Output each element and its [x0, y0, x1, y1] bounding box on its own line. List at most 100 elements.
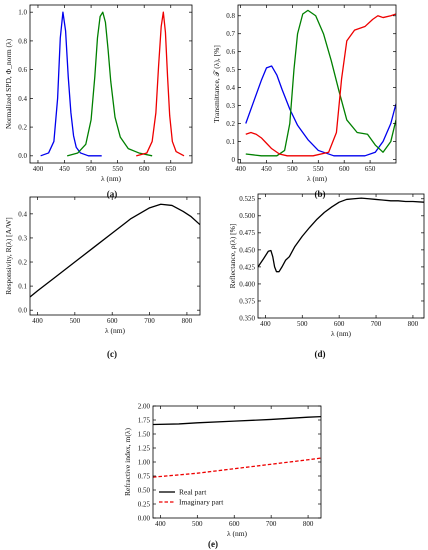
x-tick-label: 450	[261, 165, 272, 173]
y-tick-label: 0.2	[18, 123, 27, 131]
x-tick-label: 500	[192, 520, 203, 528]
panel-label-a: (a)	[107, 189, 118, 199]
x-tick-label: 600	[139, 165, 150, 173]
series-line-a-0	[40, 11, 102, 157]
panel-label-d: (d)	[315, 349, 326, 359]
x-tick-label: 400	[260, 320, 271, 328]
series-line-a-2	[136, 11, 185, 157]
x-tick-label: 700	[144, 317, 155, 325]
chart-panel-c: 400 500 600 700 800 0.0 0.1 0.2 0.3 0.4 λ (nm) Resp…	[4, 196, 201, 359]
y-tick-label: 1.0	[18, 9, 27, 17]
series-line-a-1	[67, 11, 153, 157]
x-tick-label: 650	[365, 165, 376, 173]
x-tick-label: 500	[287, 165, 298, 173]
y-axis-label: Transmittance, 𝒯 (λ), [%]	[212, 45, 221, 123]
y-tick-label: 0.8	[226, 12, 235, 20]
panel-label-e: (e)	[208, 539, 218, 549]
y-tick-label: 0.4	[226, 84, 235, 92]
plot-frame-d	[257, 193, 425, 319]
x-tick-label: 600	[107, 317, 118, 325]
y-axis-label: Reflectance, ρ(λ) [%]	[228, 224, 237, 289]
y-tick-label: 0.0	[18, 152, 27, 160]
series-line-c-0	[30, 203, 200, 298]
x-tick-label: 500	[297, 320, 308, 328]
y-tick-label: 0.525	[239, 195, 255, 203]
x-tick-label: 600	[229, 520, 240, 528]
x-axis-label: λ (nm)	[307, 174, 328, 183]
x-tick-label: 600	[339, 165, 350, 173]
x-tick-label: 800	[303, 520, 314, 528]
panel-label-c: (c)	[107, 349, 117, 359]
x-tick-label: 400	[33, 165, 44, 173]
y-tick-label: 0.00	[138, 514, 151, 522]
y-tick-label: 0.3	[18, 234, 27, 242]
y-tick-label: 0.75	[138, 472, 151, 480]
y-tick-label: 1.25	[138, 444, 151, 452]
legend-label: Real part	[179, 488, 207, 497]
y-tick-label: 0.7	[226, 30, 235, 38]
x-tick-label: 700	[266, 520, 277, 528]
y-tick-label: 0.6	[18, 66, 27, 74]
y-tick-label: 0.475	[239, 229, 255, 237]
y-axis-label: Normalized SPD, Φ_norm (λ)	[4, 38, 13, 129]
x-tick-label: 400	[155, 520, 166, 528]
x-tick-label: 400	[32, 317, 43, 325]
y-tick-label: 0.2	[18, 258, 27, 266]
x-axis-label: λ (nm)	[101, 174, 122, 183]
x-tick-label: 400	[235, 165, 246, 173]
y-tick-label: 0.400	[239, 280, 255, 288]
x-axis-label: λ (nm)	[105, 326, 126, 335]
y-tick-label: 1.75	[138, 416, 151, 424]
y-tick-label: 0.4	[18, 210, 27, 218]
y-tick-label: 1.00	[138, 458, 151, 466]
y-tick-label: 0.50	[138, 486, 151, 494]
series-line-e-1	[153, 457, 321, 478]
series-line-b-0	[245, 65, 396, 157]
y-tick-label: 0.8	[18, 37, 27, 45]
legend-label: Imaginary part	[179, 498, 224, 507]
y-tick-label: 0.1	[226, 138, 235, 146]
series-line-b-2	[245, 13, 396, 157]
y-axis-label: Refractive index, m(λ)	[123, 428, 132, 496]
y-tick-label: 0.1	[18, 283, 27, 291]
series-line-d-0	[258, 197, 424, 273]
y-tick-label: 0.6	[226, 48, 235, 56]
y-tick-label: 0.500	[239, 212, 255, 220]
series-line-b-1	[245, 9, 396, 157]
x-tick-label: 450	[59, 165, 70, 173]
chart-panel-b: 400 450 500 550 600 650 0 0.1 0.2 0.3 0.4 0.5 0.6 0.7…	[212, 4, 397, 199]
y-tick-label: 1.50	[138, 430, 151, 438]
y-tick-label: 0.25	[138, 500, 151, 508]
x-axis-label: λ (nm)	[227, 529, 248, 538]
series-line-e-0	[153, 415, 321, 426]
chart-panel-a: 400 450 500 550 600 650 0.0 0.2 0.4 0.6 0.8 1.0 λ (n…	[4, 4, 193, 199]
x-tick-label: 550	[313, 165, 324, 173]
y-tick-label: 2.00	[138, 402, 151, 410]
y-tick-label: 0.5	[226, 66, 235, 74]
x-tick-label: 650	[166, 165, 177, 173]
x-tick-label: 700	[371, 320, 382, 328]
y-tick-label: 0.375	[239, 297, 255, 305]
x-axis-label: λ (nm)	[331, 329, 352, 338]
chart-panel-d: 400 500 600 700 800 0.350 0.375 0.400 0.425 0.450…	[228, 193, 425, 359]
y-axis-label: Responsivity, R(λ) [A/W]	[4, 217, 13, 295]
y-tick-label: 0.425	[239, 263, 255, 271]
x-tick-label: 600	[334, 320, 345, 328]
x-tick-label: 800	[408, 320, 419, 328]
y-tick-label: 0.0	[18, 307, 27, 315]
y-tick-label: 0.4	[18, 95, 27, 103]
x-tick-label: 500	[70, 317, 81, 325]
plot-frame-a	[29, 4, 193, 164]
plot-frame-c	[29, 196, 201, 316]
x-tick-label: 500	[86, 165, 97, 173]
y-tick-label: 0	[232, 156, 236, 164]
y-tick-label: 0.3	[226, 102, 235, 110]
y-tick-label: 0.450	[239, 246, 255, 254]
y-tick-label: 0.2	[226, 120, 235, 128]
plot-frame-b	[237, 4, 397, 164]
x-tick-label: 550	[112, 165, 123, 173]
y-tick-label: 0.350	[239, 314, 255, 322]
x-tick-label: 800	[182, 317, 193, 325]
chart-panel-e: 400 500 600 700 800 0.00 0.25 0.50 0.75 1.00 1.25 1…	[123, 402, 322, 549]
